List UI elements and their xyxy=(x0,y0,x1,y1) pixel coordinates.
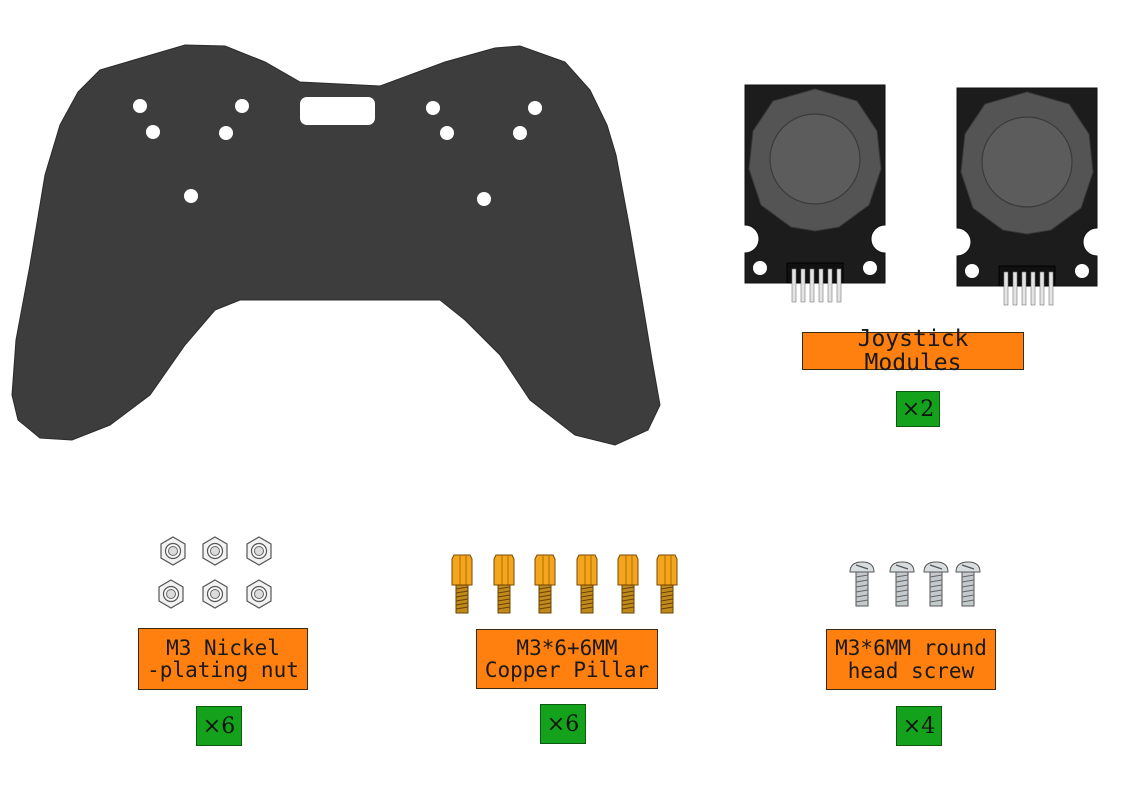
nickel-nut-quantity: ×6 xyxy=(196,706,242,746)
nickel-nut-label: M3 Nickel -plating nut xyxy=(138,628,308,690)
round-head-screw-label: M3*6MM round head screw xyxy=(826,629,996,690)
nickel-nut-icons xyxy=(158,536,272,609)
joystick-module-icon-left xyxy=(744,84,886,303)
joystick-modules-label: Joystick Modules xyxy=(802,327,1024,375)
round-head-screw-icons xyxy=(849,561,981,607)
controller-plate-icon xyxy=(11,44,661,446)
joystick-modules-quantity: ×2 xyxy=(896,391,940,427)
copper-pillar-label: M3*6+6MM Copper Pillar xyxy=(476,629,658,689)
copper-pillar-icons xyxy=(451,554,678,614)
round-head-screw-quantity: ×4 xyxy=(896,706,942,746)
joystick-module-icon-right xyxy=(956,87,1098,306)
copper-pillar-quantity: ×6 xyxy=(540,704,586,744)
